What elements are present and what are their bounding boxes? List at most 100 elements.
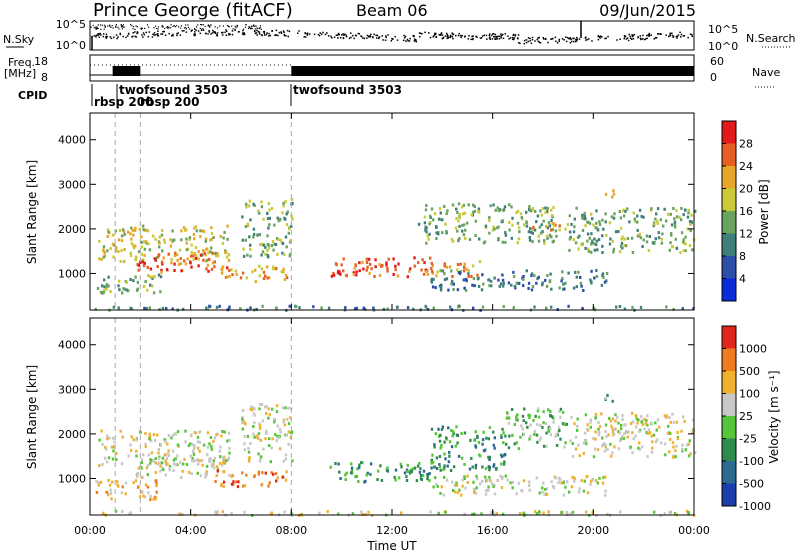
echo-cell [276,404,279,408]
search-noise-dot [219,25,221,27]
noise-dot [345,35,348,38]
echo-cell [131,228,134,232]
noise-dot [350,36,352,39]
echo-cell [675,420,678,424]
echo-cell [445,212,448,216]
echo-cell [133,228,137,232]
echo-cell [416,464,420,468]
echo-cell [472,480,475,484]
echo-cell [273,223,276,227]
echo-cell [487,278,491,282]
echo-cell [562,481,565,485]
echo-cell [212,439,215,443]
echo-cell [476,434,479,438]
echo-cell [571,510,575,514]
echo-cell [475,486,478,490]
echo-cell [528,416,531,420]
echo-cell [609,419,612,423]
echo-cell [488,466,491,470]
noise-dot [435,36,437,38]
echo-cell [220,463,224,467]
echo-cell [174,251,177,255]
echo-cell [612,189,615,193]
echo-cell [649,208,653,212]
echo-cell [522,432,526,436]
echo-cell [554,434,557,438]
noise-dot [153,34,155,36]
echo-cell [582,489,586,493]
echo-cell [618,250,622,254]
echo-cell [494,208,497,212]
echo-cell [670,233,673,237]
echo-cell [188,237,191,241]
echo-cell [619,226,623,230]
echo-cell [638,441,641,445]
echo-cell [142,228,145,232]
echo-cell [120,239,124,243]
echo-cell [152,234,155,238]
echo-cell [604,443,607,447]
echo-cell [211,251,214,255]
echo-cell [523,407,526,411]
echo-cell [601,444,604,448]
search-noise-dot [227,24,229,27]
echo-cell [636,228,639,232]
noise-dot [404,35,407,38]
echo-cell [118,288,121,292]
echo-cell [132,246,136,250]
noise-dot [440,33,442,35]
echo-cell [612,247,616,251]
echo-cell [137,263,141,267]
echo-cell [533,274,536,278]
echo-cell [209,238,212,242]
echo-cell [545,487,549,491]
echo-cell [191,449,195,453]
echo-cell [477,210,481,214]
noise-dot [440,32,443,34]
echo-cell [129,251,132,255]
noise-dot [331,37,333,39]
echo-cell [517,481,521,485]
noise-dot [342,33,344,35]
noise-dot [489,38,492,40]
noise-dot [601,36,603,38]
colorbar-segment [722,256,736,279]
echo-cell [135,449,138,453]
noise-dot [512,34,515,36]
echo-cell [435,274,438,278]
noise-dot [214,32,217,35]
noise-dot [260,34,263,36]
echo-cell [106,228,110,232]
echo-cell [430,207,434,211]
echo-cell [112,255,115,259]
noise-dot [563,39,565,41]
echo-cell [431,264,434,268]
beam-title: Beam 06 [356,1,428,20]
noise-dot [424,31,426,34]
echo-cell [107,456,111,460]
echo-cell [265,404,268,408]
echo-cell [119,429,122,433]
echo-cell [249,243,252,247]
search-noise-dot [236,25,238,27]
echo-cell [484,448,487,452]
echo-cell [508,203,511,207]
noise-dot [95,34,98,37]
echo-cell [419,473,423,477]
echo-cell [344,478,347,481]
echo-cell [522,511,525,515]
echo-cell [376,478,379,481]
noise-dot [183,30,185,32]
echo-cell [248,459,251,463]
noise-dot [643,38,646,41]
echo-cell [114,229,117,233]
echo-cell [497,278,500,282]
echo-cell [230,482,234,486]
echo-cell [579,276,582,279]
echo-cell [276,424,279,428]
search-noise-dot [122,24,124,26]
echo-cell [584,217,587,220]
echo-cell [210,447,213,451]
echo-cell [574,435,578,439]
